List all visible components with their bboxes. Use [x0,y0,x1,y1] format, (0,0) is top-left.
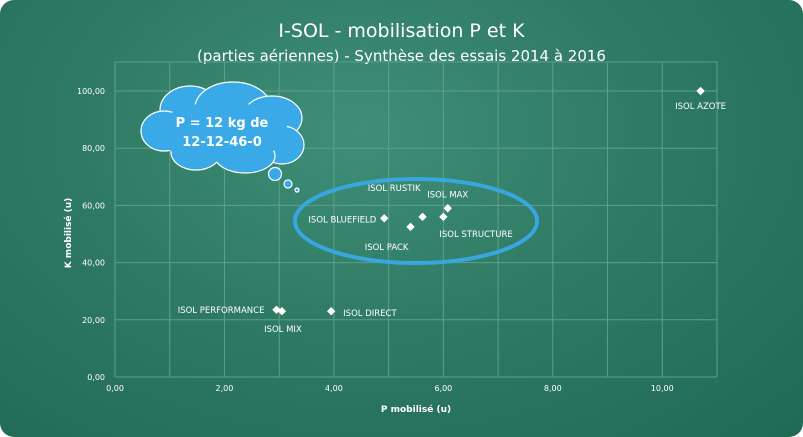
x-tick-label: 10,00 [651,384,674,393]
callout-bubble [140,81,305,193]
data-point [443,204,452,213]
y-tick-label: 0,00 [87,373,105,382]
y-tick-label: 80,00 [82,144,105,153]
chart-subtitle: (parties aériennes) - Synthèse des essai… [197,47,606,65]
data-point [439,212,448,222]
x-tick-label: 4,00 [325,384,343,393]
data-markers [272,86,705,316]
chart-title: I-SOL - mobilisation P et K [278,20,525,42]
point-label: ISOL PACK [365,243,409,253]
x-axis-label: P mobilisé (u) [381,404,451,415]
point-label: ISOL RUSTIK [368,184,421,194]
point-label: ISOL MIX [264,325,302,335]
x-tick-label: 6,00 [434,384,452,393]
x-tick-label: 0,00 [106,384,124,393]
data-point [418,212,427,222]
point-label: ISOL STRUCTURE [439,230,512,240]
x-tick-label: 2,00 [216,384,234,393]
y-tick-label: 20,00 [82,316,105,325]
callout-text-line2: 12-12-46-0 [182,135,262,150]
point-label: ISOL DIRECT [343,309,397,319]
y-axis-label: K mobilisé (u) [63,198,74,269]
point-label: ISOL BLUEFIELD [308,215,376,225]
point-label: ISOL AZOTE [675,102,726,112]
x-tick-label: 8,00 [544,384,562,393]
data-point [380,214,389,223]
y-tick-label: 60,00 [82,201,105,210]
callout-text-line1: P = 12 kg de [176,116,269,131]
y-tick-label: 100,00 [77,87,105,96]
data-point [277,307,287,316]
point-label: ISOL PERFORMANCE [178,306,265,316]
data-point [406,222,415,232]
x-tick-labels: 0,00 2,00 4,00 6,00 8,00 10,00 [106,384,674,393]
data-point [696,86,705,96]
cluster-highlight-ellipse [293,177,539,265]
data-point [326,307,336,316]
y-tick-labels: 0,00 20,00 40,00 60,00 80,00 100,00 [77,87,105,382]
point-label: ISOL MAX [427,190,468,200]
y-tick-label: 40,00 [82,259,105,268]
point-labels: ISOL AZOTE ISOL MAX ISOL RUSTIK ISOL BLUEFI… [178,102,726,335]
